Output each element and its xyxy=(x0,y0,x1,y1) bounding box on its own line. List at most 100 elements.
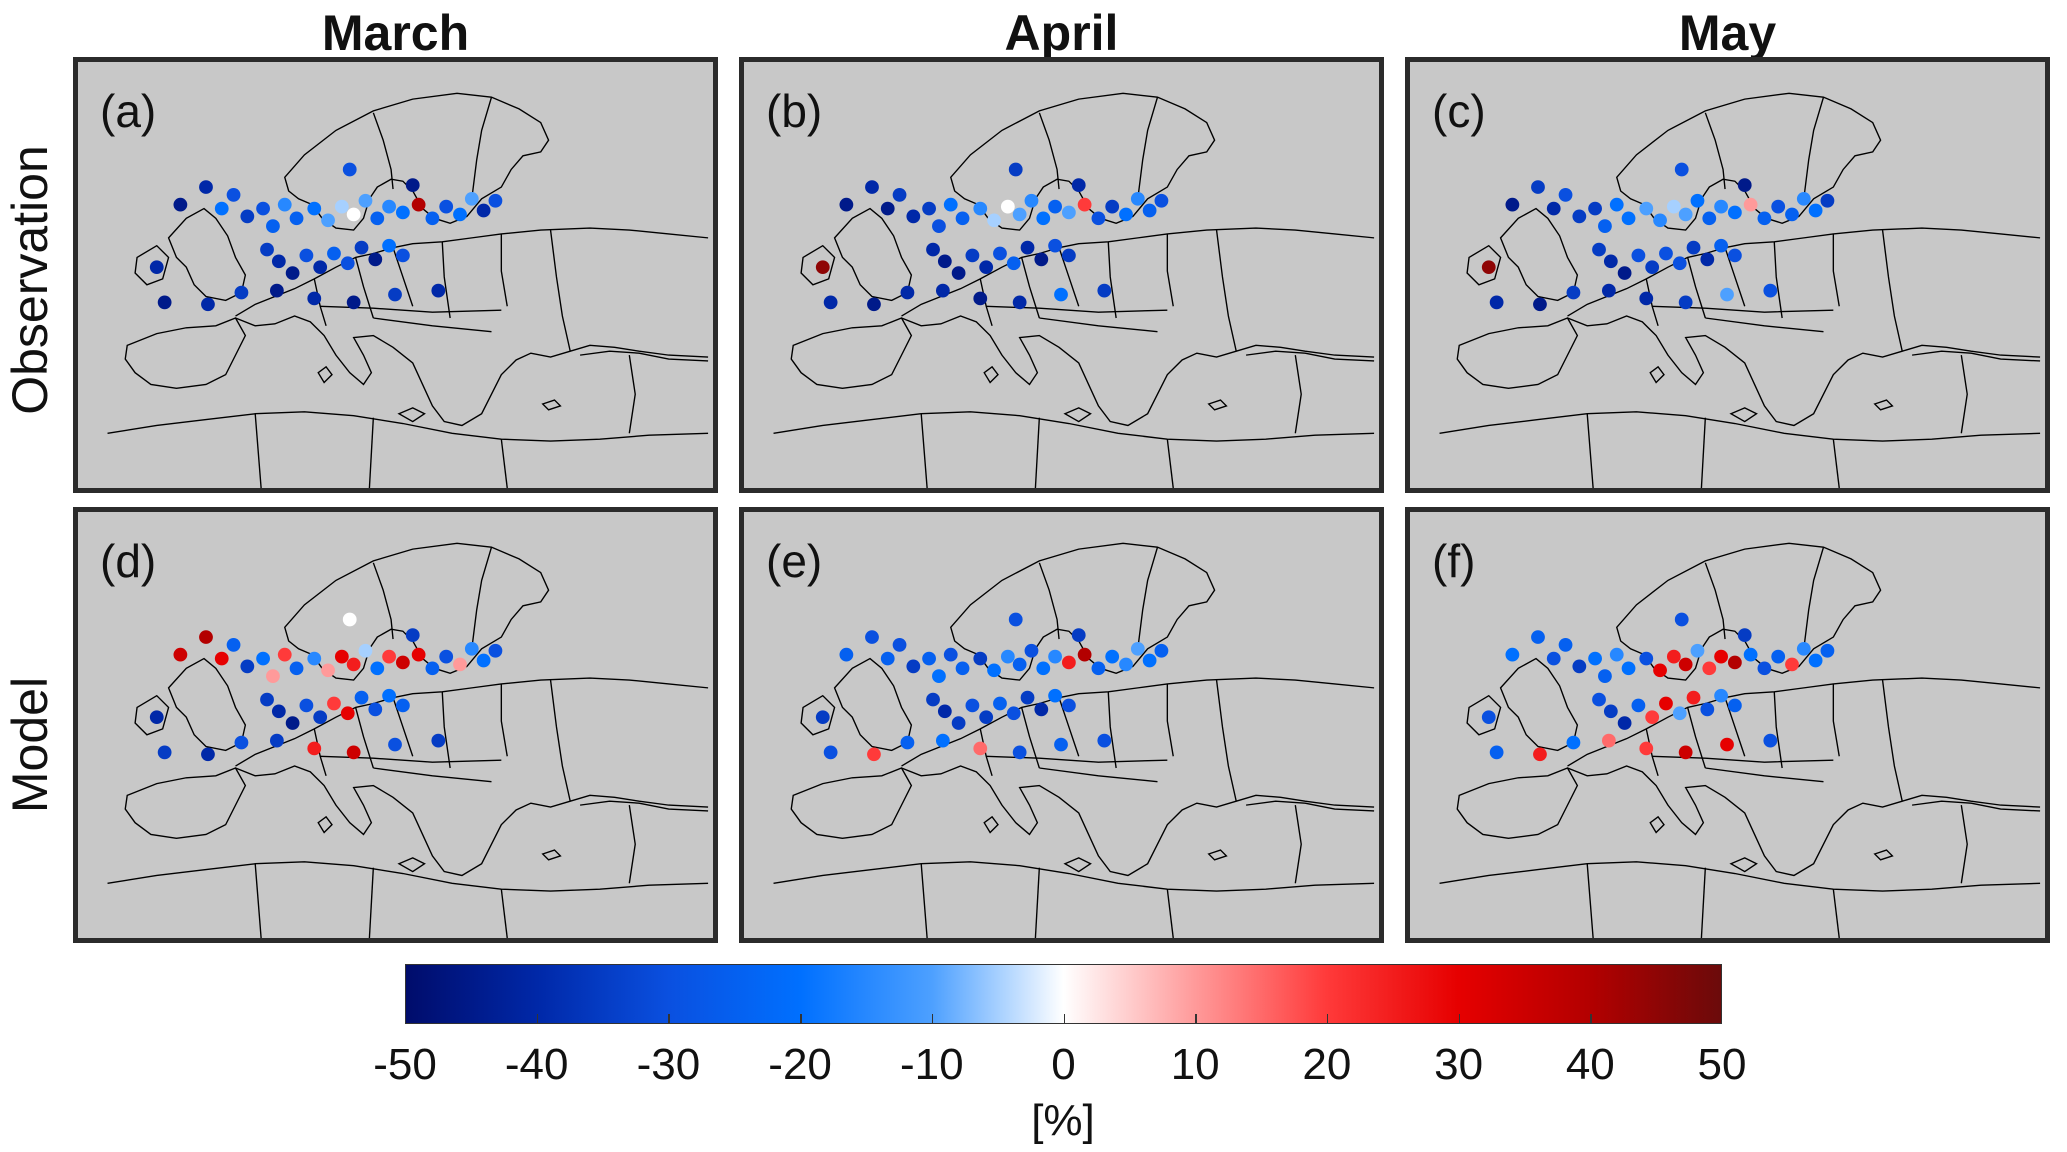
station-marker xyxy=(342,612,357,627)
station-marker xyxy=(439,199,454,214)
map-boundary-line xyxy=(1586,863,1594,938)
station-marker xyxy=(1077,197,1092,212)
station-marker xyxy=(256,651,270,666)
map-boundary-line xyxy=(986,755,1168,763)
map-boundary-line xyxy=(397,407,426,423)
map-boundary-line xyxy=(1063,407,1092,423)
map-boundary-line xyxy=(1215,229,1237,352)
station-marker xyxy=(906,209,921,224)
station-marker xyxy=(226,638,241,652)
station-marker xyxy=(1609,197,1624,212)
station-marker xyxy=(307,291,322,306)
station-marker xyxy=(1061,698,1076,713)
station-marker xyxy=(1743,197,1758,212)
map-boundary-line xyxy=(500,233,508,307)
station-marker xyxy=(321,663,335,678)
station-marker xyxy=(313,710,328,725)
colorbar-tick-label: 50 xyxy=(1697,1040,1747,1089)
station-marker xyxy=(1034,252,1049,267)
map-boundary-line xyxy=(373,767,492,783)
station-marker xyxy=(1603,704,1618,719)
map-boundary-line xyxy=(1456,767,1579,840)
station-marker xyxy=(1757,211,1772,226)
station-marker xyxy=(289,661,304,676)
station-marker xyxy=(993,246,1007,261)
map-boundary-line xyxy=(1700,867,1707,938)
map-boundary-line xyxy=(1645,728,1659,777)
station-marker xyxy=(823,745,838,760)
station-marker xyxy=(214,201,229,216)
colorbar-tick-label: 40 xyxy=(1565,1040,1615,1089)
station-marker xyxy=(1771,199,1786,214)
map-boundary-line xyxy=(167,207,247,302)
map-boundary-line xyxy=(313,278,327,327)
map-boundary-line xyxy=(983,365,999,384)
map-boundary-line xyxy=(372,112,394,190)
map-boundary-line xyxy=(1166,889,1174,938)
station-marker xyxy=(1558,188,1573,202)
station-marker xyxy=(937,254,952,269)
station-marker xyxy=(1678,745,1693,760)
station-marker xyxy=(1006,706,1021,721)
station-marker xyxy=(1686,690,1701,705)
station-marker xyxy=(370,211,385,226)
europe-map xyxy=(773,92,1375,488)
colorbar-tick-mark xyxy=(931,1014,934,1024)
map-boundary-line xyxy=(1038,562,1060,640)
map-boundary-line xyxy=(1166,683,1174,757)
map-boundary-line xyxy=(1881,229,1903,352)
map-boundary-line xyxy=(833,207,913,302)
station-marker xyxy=(1048,199,1062,214)
station-marker xyxy=(476,653,491,668)
station-marker xyxy=(955,211,970,226)
map-boundary-line xyxy=(1034,867,1041,938)
station-marker xyxy=(1700,702,1715,717)
station-marker xyxy=(867,297,881,312)
map-boundary-line xyxy=(254,413,262,488)
station-marker xyxy=(1048,688,1062,703)
station-marker xyxy=(1609,647,1624,662)
station-marker xyxy=(173,197,188,212)
station-marker xyxy=(1621,211,1636,226)
map-boundary-line xyxy=(1652,305,1834,313)
column-title-april: April xyxy=(1004,5,1119,61)
station-marker xyxy=(411,197,426,212)
station-marker xyxy=(1771,649,1786,664)
coastlines-and-borders xyxy=(1439,542,2041,938)
station-marker xyxy=(321,213,335,228)
map-boundary-line xyxy=(1567,227,2041,317)
station-marker xyxy=(1154,643,1169,658)
station-marker xyxy=(1674,162,1689,177)
station-marker xyxy=(965,248,980,263)
station-marker xyxy=(1130,641,1145,656)
station-marker xyxy=(965,698,980,713)
station-marker xyxy=(900,735,915,750)
map-boundary-line xyxy=(1439,411,2041,442)
map-boundary-line xyxy=(1960,805,1968,884)
station-marker xyxy=(979,260,994,275)
station-marker xyxy=(1796,191,1811,206)
colorbar-tick-mark xyxy=(1326,1014,1329,1024)
station-marker xyxy=(892,188,907,202)
station-marker xyxy=(1672,706,1687,721)
europe-map xyxy=(107,542,709,938)
europe-map xyxy=(1439,92,2041,488)
station-marker xyxy=(1659,696,1673,711)
station-marker xyxy=(1489,745,1504,760)
station-marker xyxy=(937,704,952,719)
station-marker xyxy=(285,716,300,730)
map-boundary-line xyxy=(580,800,709,812)
station-marker xyxy=(1012,657,1027,672)
station-marker xyxy=(1639,201,1654,216)
station-marker xyxy=(932,219,946,233)
station-marker xyxy=(1727,205,1742,220)
map-boundary-line xyxy=(1439,861,2041,892)
colorbar xyxy=(405,964,1722,1024)
station-marker xyxy=(973,201,988,216)
map-boundary-line xyxy=(471,546,493,649)
map-boundary-line xyxy=(1586,413,1594,488)
station-marker xyxy=(368,252,383,267)
station-marker xyxy=(1631,698,1646,713)
station-marker xyxy=(307,651,322,666)
coastlines-and-borders xyxy=(107,92,709,488)
